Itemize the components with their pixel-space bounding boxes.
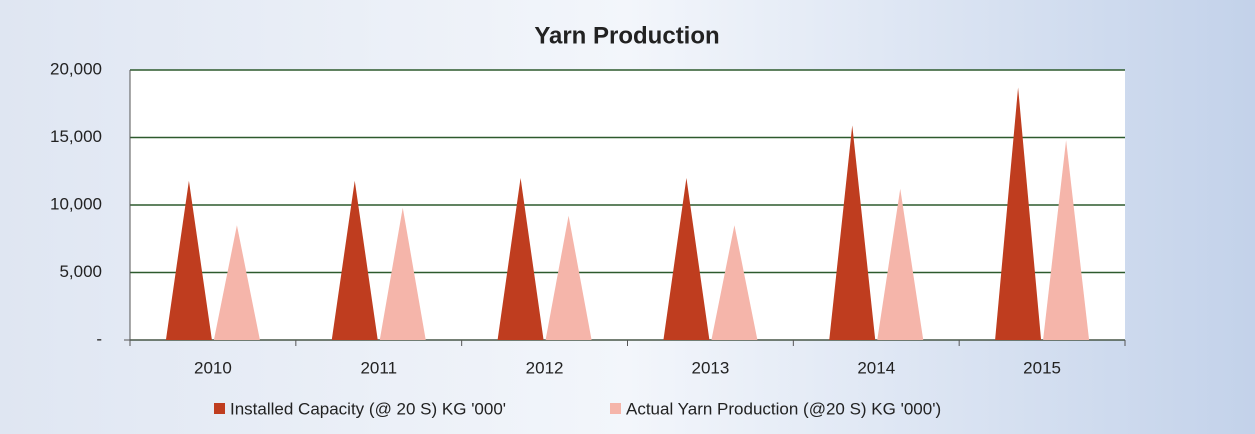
y-tick-label: 10,000 (50, 194, 102, 213)
bar (829, 125, 876, 340)
bar (1043, 140, 1090, 340)
bar (165, 180, 212, 340)
legend-label: Installed Capacity (@ 20 S) KG '000' (230, 399, 506, 418)
x-tick-label: 2010 (194, 358, 232, 377)
y-tick-label: 20,000 (50, 59, 102, 78)
y-tick-label: 15,000 (50, 127, 102, 146)
bar (711, 225, 758, 340)
bar (663, 178, 710, 340)
bar (497, 178, 544, 340)
y-tick-label: - (96, 329, 102, 348)
legend-swatch (214, 403, 225, 414)
bar (379, 207, 426, 340)
bar (877, 188, 924, 340)
bar (213, 225, 260, 340)
chart-title: Yarn Production (534, 22, 719, 49)
legend-label: Actual Yarn Production (@20 S) KG '000') (626, 399, 941, 418)
x-tick-label: 2012 (526, 358, 564, 377)
bar (545, 215, 592, 340)
bar (331, 180, 378, 340)
legend-swatch (610, 403, 621, 414)
bar (995, 87, 1042, 340)
y-tick-label: 5,000 (59, 262, 102, 281)
x-tick-label: 2014 (857, 358, 895, 377)
x-tick-label: 2015 (1023, 358, 1061, 377)
x-tick-label: 2011 (360, 358, 397, 377)
x-tick-label: 2013 (692, 358, 730, 377)
